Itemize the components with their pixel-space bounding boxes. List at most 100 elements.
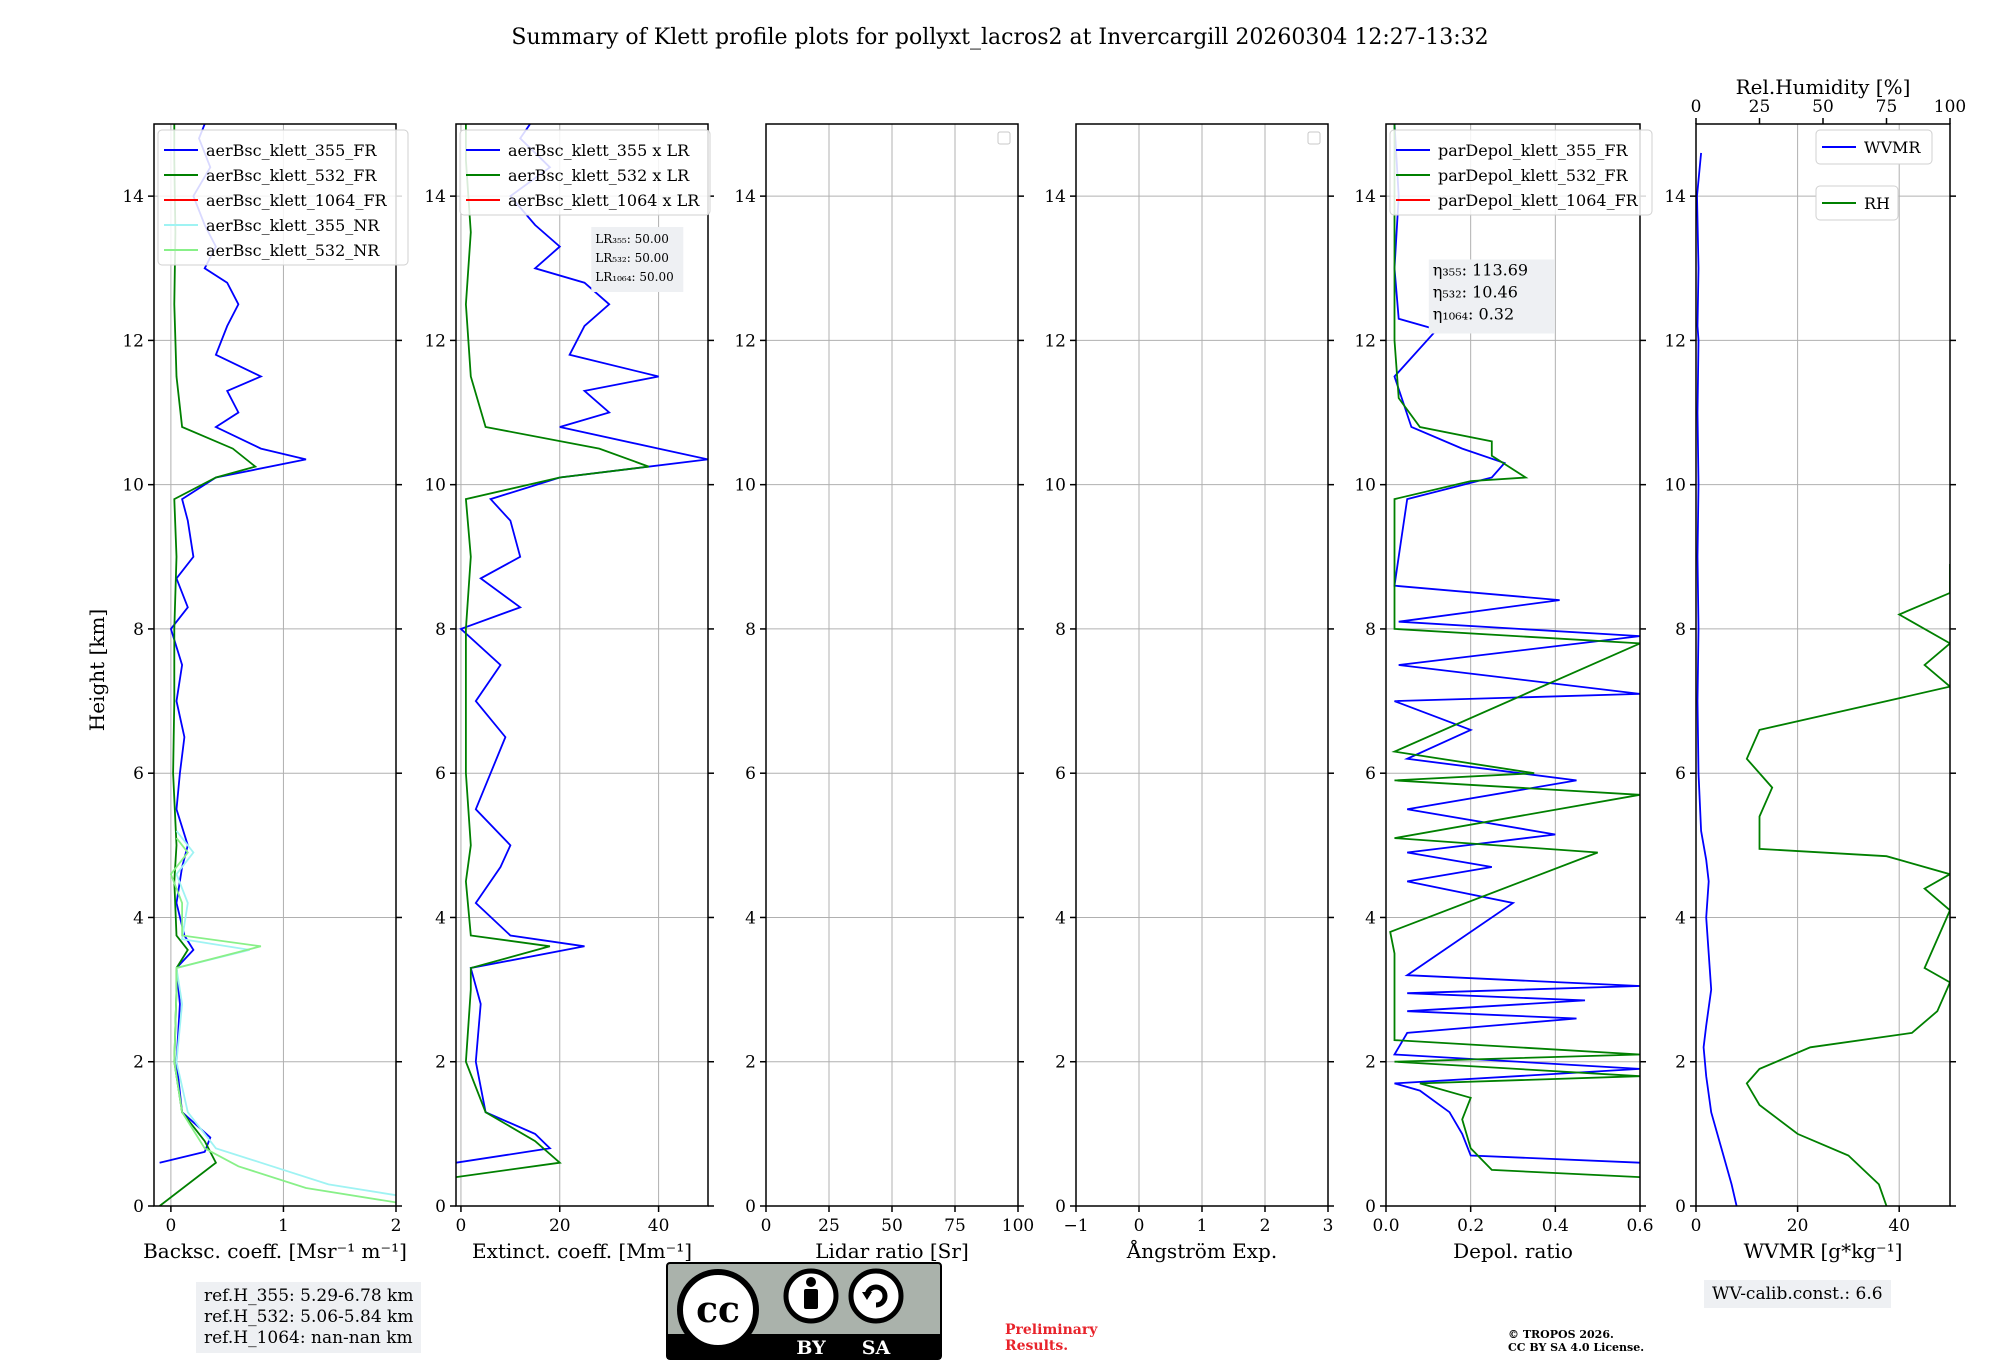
- y-tick-label: 10: [1354, 476, 1376, 496]
- x-tick-label: 0: [761, 1216, 772, 1236]
- annotation-text: η₁₀₆₄: 0.32: [1433, 304, 1514, 323]
- y-tick-label: 4: [1055, 908, 1066, 928]
- series-line-RH: [1745, 564, 1950, 1206]
- y-tick-label: 14: [122, 187, 144, 207]
- figure-title: Summary of Klett profile plots for polly…: [511, 25, 1488, 50]
- x-axis-label: Ångström Exp.: [1126, 1238, 1277, 1263]
- series-line-parDepol_klett_532_FR: [1389, 124, 1640, 1178]
- wv-calib-text: WV-calib.const.: 6.6: [1712, 1284, 1883, 1304]
- y-tick-label: 4: [745, 908, 756, 928]
- x-tick-label: 0: [1134, 1216, 1145, 1236]
- legend-entry: aerBsc_klett_355 x LR: [508, 141, 690, 160]
- y-tick-label: 8: [745, 620, 756, 640]
- y-tick-label: 6: [435, 764, 446, 784]
- y-tick-label: 14: [734, 187, 756, 207]
- x-tick-label: 20: [1787, 1216, 1809, 1236]
- y-tick-label: 6: [133, 764, 144, 784]
- y-tick-label: 6: [1055, 764, 1066, 784]
- y-tick-label: 14: [1664, 187, 1686, 207]
- y-tick-label: 2: [1675, 1053, 1686, 1073]
- panel-extinction: 0 2 4 6 8 10 12 14 0 20 40 Extinct. coeff. [Mm⁻¹] ae…: [424, 123, 714, 1263]
- legend-entry: parDepol_klett_355_FR: [1438, 141, 1629, 160]
- x-axis-label: Lidar ratio [Sr]: [815, 1239, 969, 1263]
- ref-h355: ref.H_355: 5.29-6.78 km: [204, 1286, 414, 1306]
- y-tick-label: 4: [435, 908, 446, 928]
- legend-box: [157, 129, 409, 266]
- series-line-aerBsc_klett_355 x LR: [456, 124, 708, 1164]
- x-tick-label: 40: [1888, 1216, 1910, 1236]
- cc-by-sa-icon: cc BY SA: [666, 1262, 942, 1360]
- series-line-aerBsc_klett_532 x LR: [456, 124, 650, 1178]
- top-x-tick-label: 100: [1934, 97, 1966, 117]
- y-tick-label: 6: [1675, 764, 1686, 784]
- empty-legend: [997, 131, 1011, 145]
- legend-entry: aerBsc_klett_355_NR: [206, 216, 380, 235]
- x-tick-label: 0.2: [1457, 1216, 1484, 1236]
- annotation-text: LR₃₅₅: 50.00: [595, 232, 669, 246]
- legend-box: [459, 129, 711, 216]
- y-tick-label: 10: [424, 476, 446, 496]
- y-tick-label: 12: [1044, 331, 1066, 351]
- preliminary-line1: Preliminary: [1005, 1322, 1098, 1338]
- copyright-line2: CC BY SA 4.0 License.: [1508, 1341, 1645, 1354]
- x-tick-label: 3: [1323, 1216, 1334, 1236]
- y-tick-label: 4: [1675, 908, 1686, 928]
- series-line-aerBsc_klett_355_NR: [175, 830, 396, 1197]
- legend-entry: aerBsc_klett_532 x LR: [508, 166, 690, 185]
- copyright-line1: © TROPOS 2026.: [1508, 1328, 1614, 1341]
- y-tick-label: 0: [1055, 1197, 1066, 1217]
- cc-license-badge: cc BY SA: [666, 1262, 942, 1364]
- legend-entry: RH: [1864, 194, 1890, 213]
- y-tick-label: 0: [1365, 1197, 1376, 1217]
- x-tick-label: 50: [881, 1216, 903, 1236]
- legend-entry: aerBsc_klett_532_FR: [206, 166, 377, 185]
- x-tick-label: 25: [818, 1216, 840, 1236]
- annotation-box: [591, 227, 684, 293]
- ref-h532: ref.H_532: 5.06-5.84 km: [204, 1307, 414, 1327]
- y-tick-label: 14: [1354, 187, 1376, 207]
- y-tick-label: 12: [734, 331, 756, 351]
- legend-box: [1815, 185, 1899, 221]
- legend-entry: aerBsc_klett_532_NR: [206, 241, 380, 260]
- y-tick-label: 2: [1365, 1053, 1376, 1073]
- legend-entry: aerBsc_klett_355_FR: [206, 141, 377, 160]
- y-tick-label: 8: [1365, 620, 1376, 640]
- y-tick-label: 14: [1044, 187, 1066, 207]
- x-tick-label: 0: [1691, 1216, 1702, 1236]
- y-tick-label: 0: [133, 1197, 144, 1217]
- y-tick-label: 14: [424, 187, 446, 207]
- x-tick-label: 40: [648, 1216, 670, 1236]
- y-tick-label: 10: [1664, 476, 1686, 496]
- ref-h1064: ref.H_1064: nan-nan km: [204, 1328, 413, 1348]
- x-axis-label: Depol. ratio: [1453, 1239, 1573, 1263]
- cc-badge-sa: SA: [862, 1337, 891, 1359]
- y-tick-label: 12: [424, 331, 446, 351]
- axes-frame: [455, 123, 709, 1207]
- y-tick-label: 6: [745, 764, 756, 784]
- y-tick-label: 0: [1675, 1197, 1686, 1217]
- legend-entry: aerBsc_klett_1064_FR: [206, 191, 388, 210]
- axes-frame: [1695, 123, 1951, 1207]
- x-tick-label: 0: [165, 1216, 176, 1236]
- x-tick-label: 100: [1002, 1216, 1034, 1236]
- top-x-tick-label: 50: [1812, 97, 1834, 117]
- y-tick-label: 10: [734, 476, 756, 496]
- x-tick-label: 1: [1197, 1216, 1208, 1236]
- annotation-text: η₅₃₂: 10.46: [1433, 282, 1518, 301]
- y-tick-label: 2: [1055, 1053, 1066, 1073]
- y-tick-label: 4: [133, 908, 144, 928]
- x-tick-label: 0: [456, 1216, 467, 1236]
- series-line-WVMR: [1696, 152, 1738, 1206]
- y-tick-label: 6: [1365, 764, 1376, 784]
- y-tick-label: 0: [435, 1197, 446, 1217]
- top-axis-label: Rel.Humidity [%]: [1736, 75, 1911, 99]
- annotation-text: LR₅₃₂: 50.00: [595, 251, 669, 265]
- legend-box: [1815, 129, 1933, 165]
- panel-wvmr: 0 2 4 6 8 10 12 14 0 20 40 WVMR [g*kg⁻¹] 0 25 50 75 100 R…: [1664, 75, 1966, 1263]
- y-tick-label: 12: [1664, 331, 1686, 351]
- legend-entry: WVMR: [1864, 138, 1921, 157]
- legend-entry: aerBsc_klett_1064 x LR: [508, 191, 700, 210]
